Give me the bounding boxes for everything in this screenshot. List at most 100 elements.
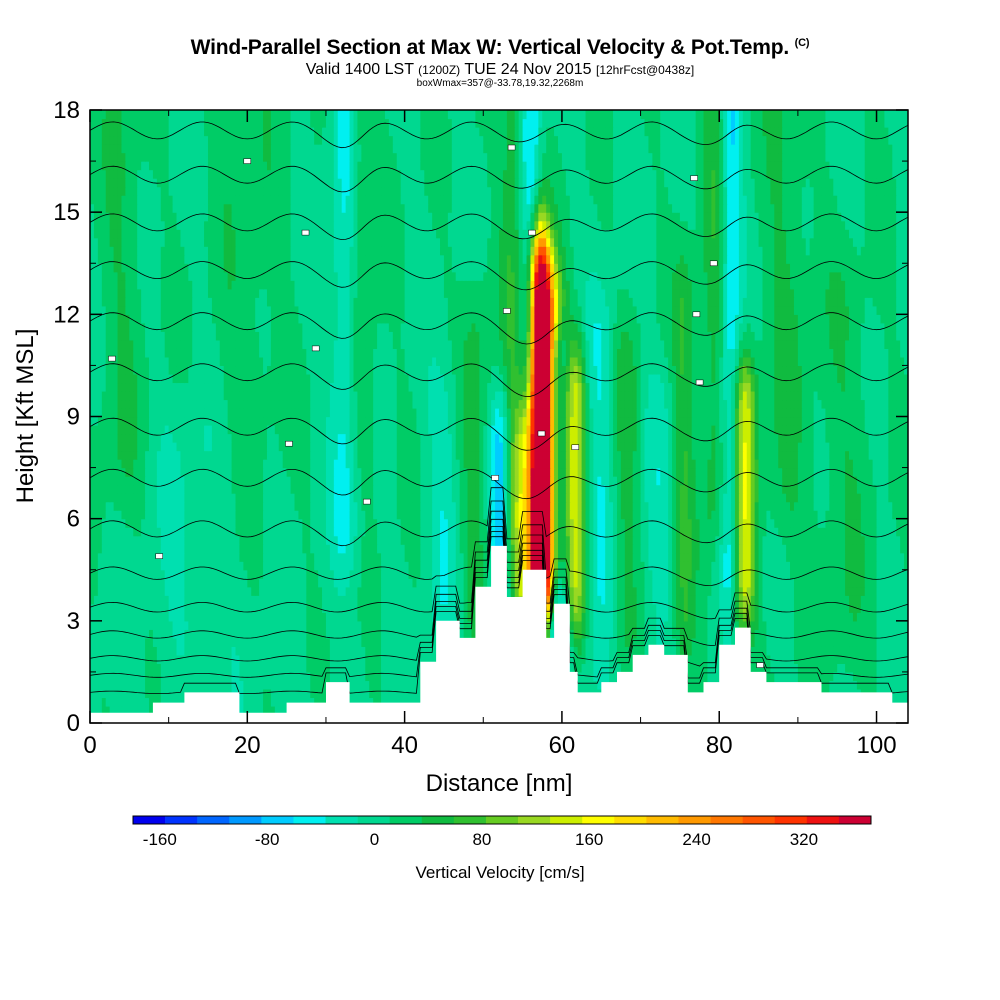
velocity-cell: [837, 595, 842, 605]
velocity-cell: [101, 671, 107, 682]
velocity-cell: [290, 603, 296, 613]
velocity-cell: [231, 561, 237, 571]
velocity-cell: [381, 595, 386, 605]
velocity-cell: [825, 637, 830, 647]
velocity-cell: [616, 578, 622, 588]
velocity-cell: [687, 552, 693, 562]
velocity-cell: [125, 561, 130, 571]
velocity-cell: [900, 612, 905, 622]
velocity-cell: [294, 603, 300, 613]
velocity-cell: [164, 680, 170, 690]
velocity-cell: [125, 646, 130, 656]
velocity-cell: [306, 586, 311, 596]
velocity-cell: [424, 595, 429, 605]
velocity-cell: [113, 586, 119, 596]
velocity-cell: [703, 518, 709, 528]
velocity-cell: [872, 663, 878, 673]
velocity-cell: [774, 620, 779, 630]
velocity-cell: [770, 654, 775, 664]
velocity-cell: [691, 603, 697, 613]
velocity-cell: [506, 527, 512, 537]
velocity-cell: [782, 603, 787, 613]
velocity-cell: [786, 527, 791, 537]
velocity-cell: [152, 578, 158, 588]
velocity-cell: [734, 620, 740, 630]
velocity-cell: [463, 561, 469, 571]
velocity-cell: [125, 544, 130, 554]
velocity-cell: [675, 646, 681, 656]
velocity-cell: [770, 569, 775, 579]
velocity-cell: [384, 569, 390, 579]
velocity-cell: [687, 527, 693, 537]
velocity-cell: [471, 561, 476, 571]
velocity-cell: [742, 620, 748, 630]
velocity-cell: [266, 697, 272, 707]
velocity-cell: [640, 629, 646, 639]
velocity-cell: [762, 603, 768, 613]
velocity-cell: [538, 561, 543, 571]
velocity-cell: [160, 697, 166, 707]
velocity-cell: [392, 637, 398, 647]
velocity-cell: [888, 620, 893, 630]
velocity-cell: [207, 561, 213, 571]
velocity-cell: [341, 544, 347, 554]
velocity-cell: [640, 637, 646, 647]
velocity-cell: [211, 646, 217, 656]
velocity-cell: [589, 578, 594, 588]
velocity-cell: [719, 544, 724, 554]
velocity-cell: [573, 518, 579, 528]
velocity-cell: [628, 527, 634, 537]
velocity-cell: [298, 697, 303, 707]
velocity-cell: [388, 544, 394, 554]
velocity-cell: [121, 544, 126, 554]
velocity-cell: [845, 544, 850, 554]
velocity-cell: [373, 612, 378, 622]
velocity-cell: [715, 603, 720, 613]
velocity-cell: [432, 544, 437, 554]
velocity-cell: [841, 663, 846, 673]
velocity-cell: [396, 612, 402, 622]
velocity-cell: [703, 544, 709, 554]
velocity-cell: [860, 569, 866, 579]
velocity-cell: [188, 569, 193, 579]
velocity-cell: [266, 569, 272, 579]
velocity-cell: [833, 578, 838, 588]
velocity-cell: [821, 544, 827, 554]
velocity-cell: [876, 535, 882, 545]
velocity-cell: [652, 612, 657, 622]
velocity-cell: [90, 612, 95, 622]
velocity-cell: [447, 561, 453, 571]
velocity-cell: [353, 671, 359, 682]
velocity-cell: [703, 603, 709, 613]
velocity-cell: [129, 612, 134, 622]
velocity-cell: [148, 612, 154, 622]
velocity-cell: [176, 620, 182, 630]
velocity-cell: [569, 595, 575, 605]
velocity-cell: [896, 680, 901, 690]
velocity-cell: [278, 671, 284, 682]
velocity-cell: [412, 603, 418, 613]
velocity-cell: [852, 535, 858, 545]
velocity-cell: [105, 688, 111, 699]
velocity-cell: [829, 603, 834, 613]
velocity-cell: [204, 561, 209, 571]
velocity-cell: [259, 561, 264, 571]
velocity-cell: [388, 697, 394, 707]
velocity-cell: [133, 603, 138, 613]
velocity-cell: [247, 561, 252, 571]
velocity-cell: [141, 527, 146, 537]
velocity-cell: [852, 637, 858, 647]
velocity-cell: [168, 595, 174, 605]
velocity-cell: [168, 612, 174, 622]
velocity-cell: [270, 535, 276, 545]
velocity-cell: [864, 620, 870, 630]
velocity-cell: [381, 637, 386, 647]
velocity-cell: [672, 612, 677, 622]
velocity-cell: [766, 646, 771, 656]
velocity-cell: [849, 671, 854, 682]
velocity-cell: [172, 637, 178, 647]
velocity-cell: [750, 561, 756, 571]
velocity-cell: [400, 552, 406, 562]
velocity-cell: [679, 586, 685, 596]
velocity-cell: [180, 544, 185, 554]
